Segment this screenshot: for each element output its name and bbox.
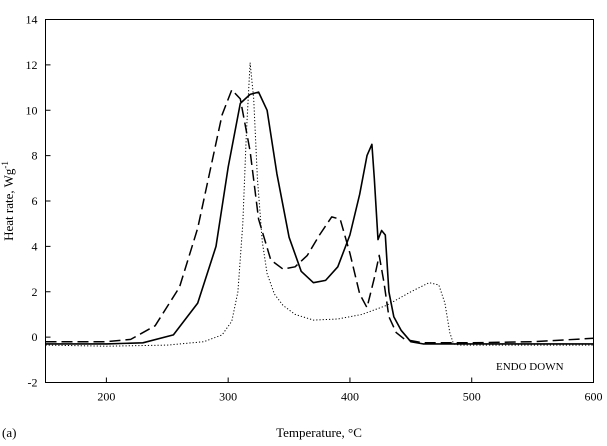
series-line-dashed [45, 89, 594, 344]
y-tick-label: 4 [32, 239, 38, 253]
y-tick-label: 12 [26, 58, 38, 72]
series-line-solid [45, 91, 594, 345]
endo-down-annotation: ENDO DOWN [496, 361, 564, 373]
x-tick-label: 600 [585, 390, 603, 404]
y-axis-label: Heat rate, Wg-1 [0, 161, 16, 241]
y-axis-label-main: Heat rate, Wg [1, 168, 16, 241]
x-tick-label: 400 [341, 390, 359, 404]
plot-frame [45, 19, 594, 383]
x-tick-label: 500 [463, 390, 481, 404]
y-tick-label: 6 [32, 194, 38, 208]
y-axis-label-superscript: -1 [0, 161, 10, 169]
ticks-layer: 200 300 400 500 600 -2 0 2 4 6 8 10 12 14 [26, 13, 603, 404]
y-tick-label: -2 [28, 376, 38, 390]
x-axis-label: Temperature, °C [276, 425, 362, 440]
y-tick-label: 10 [26, 103, 38, 117]
x-tick-label: 300 [219, 390, 237, 404]
y-tick-label: 2 [32, 285, 38, 299]
y-tick-label: 14 [26, 13, 38, 27]
y-tick-label: 0 [32, 330, 38, 344]
y-tick-label: 8 [32, 149, 38, 163]
x-tick-label: 200 [97, 390, 115, 404]
series-line-dotted [45, 62, 594, 347]
figure-label: (a) [2, 425, 16, 440]
series-layer [45, 62, 594, 347]
